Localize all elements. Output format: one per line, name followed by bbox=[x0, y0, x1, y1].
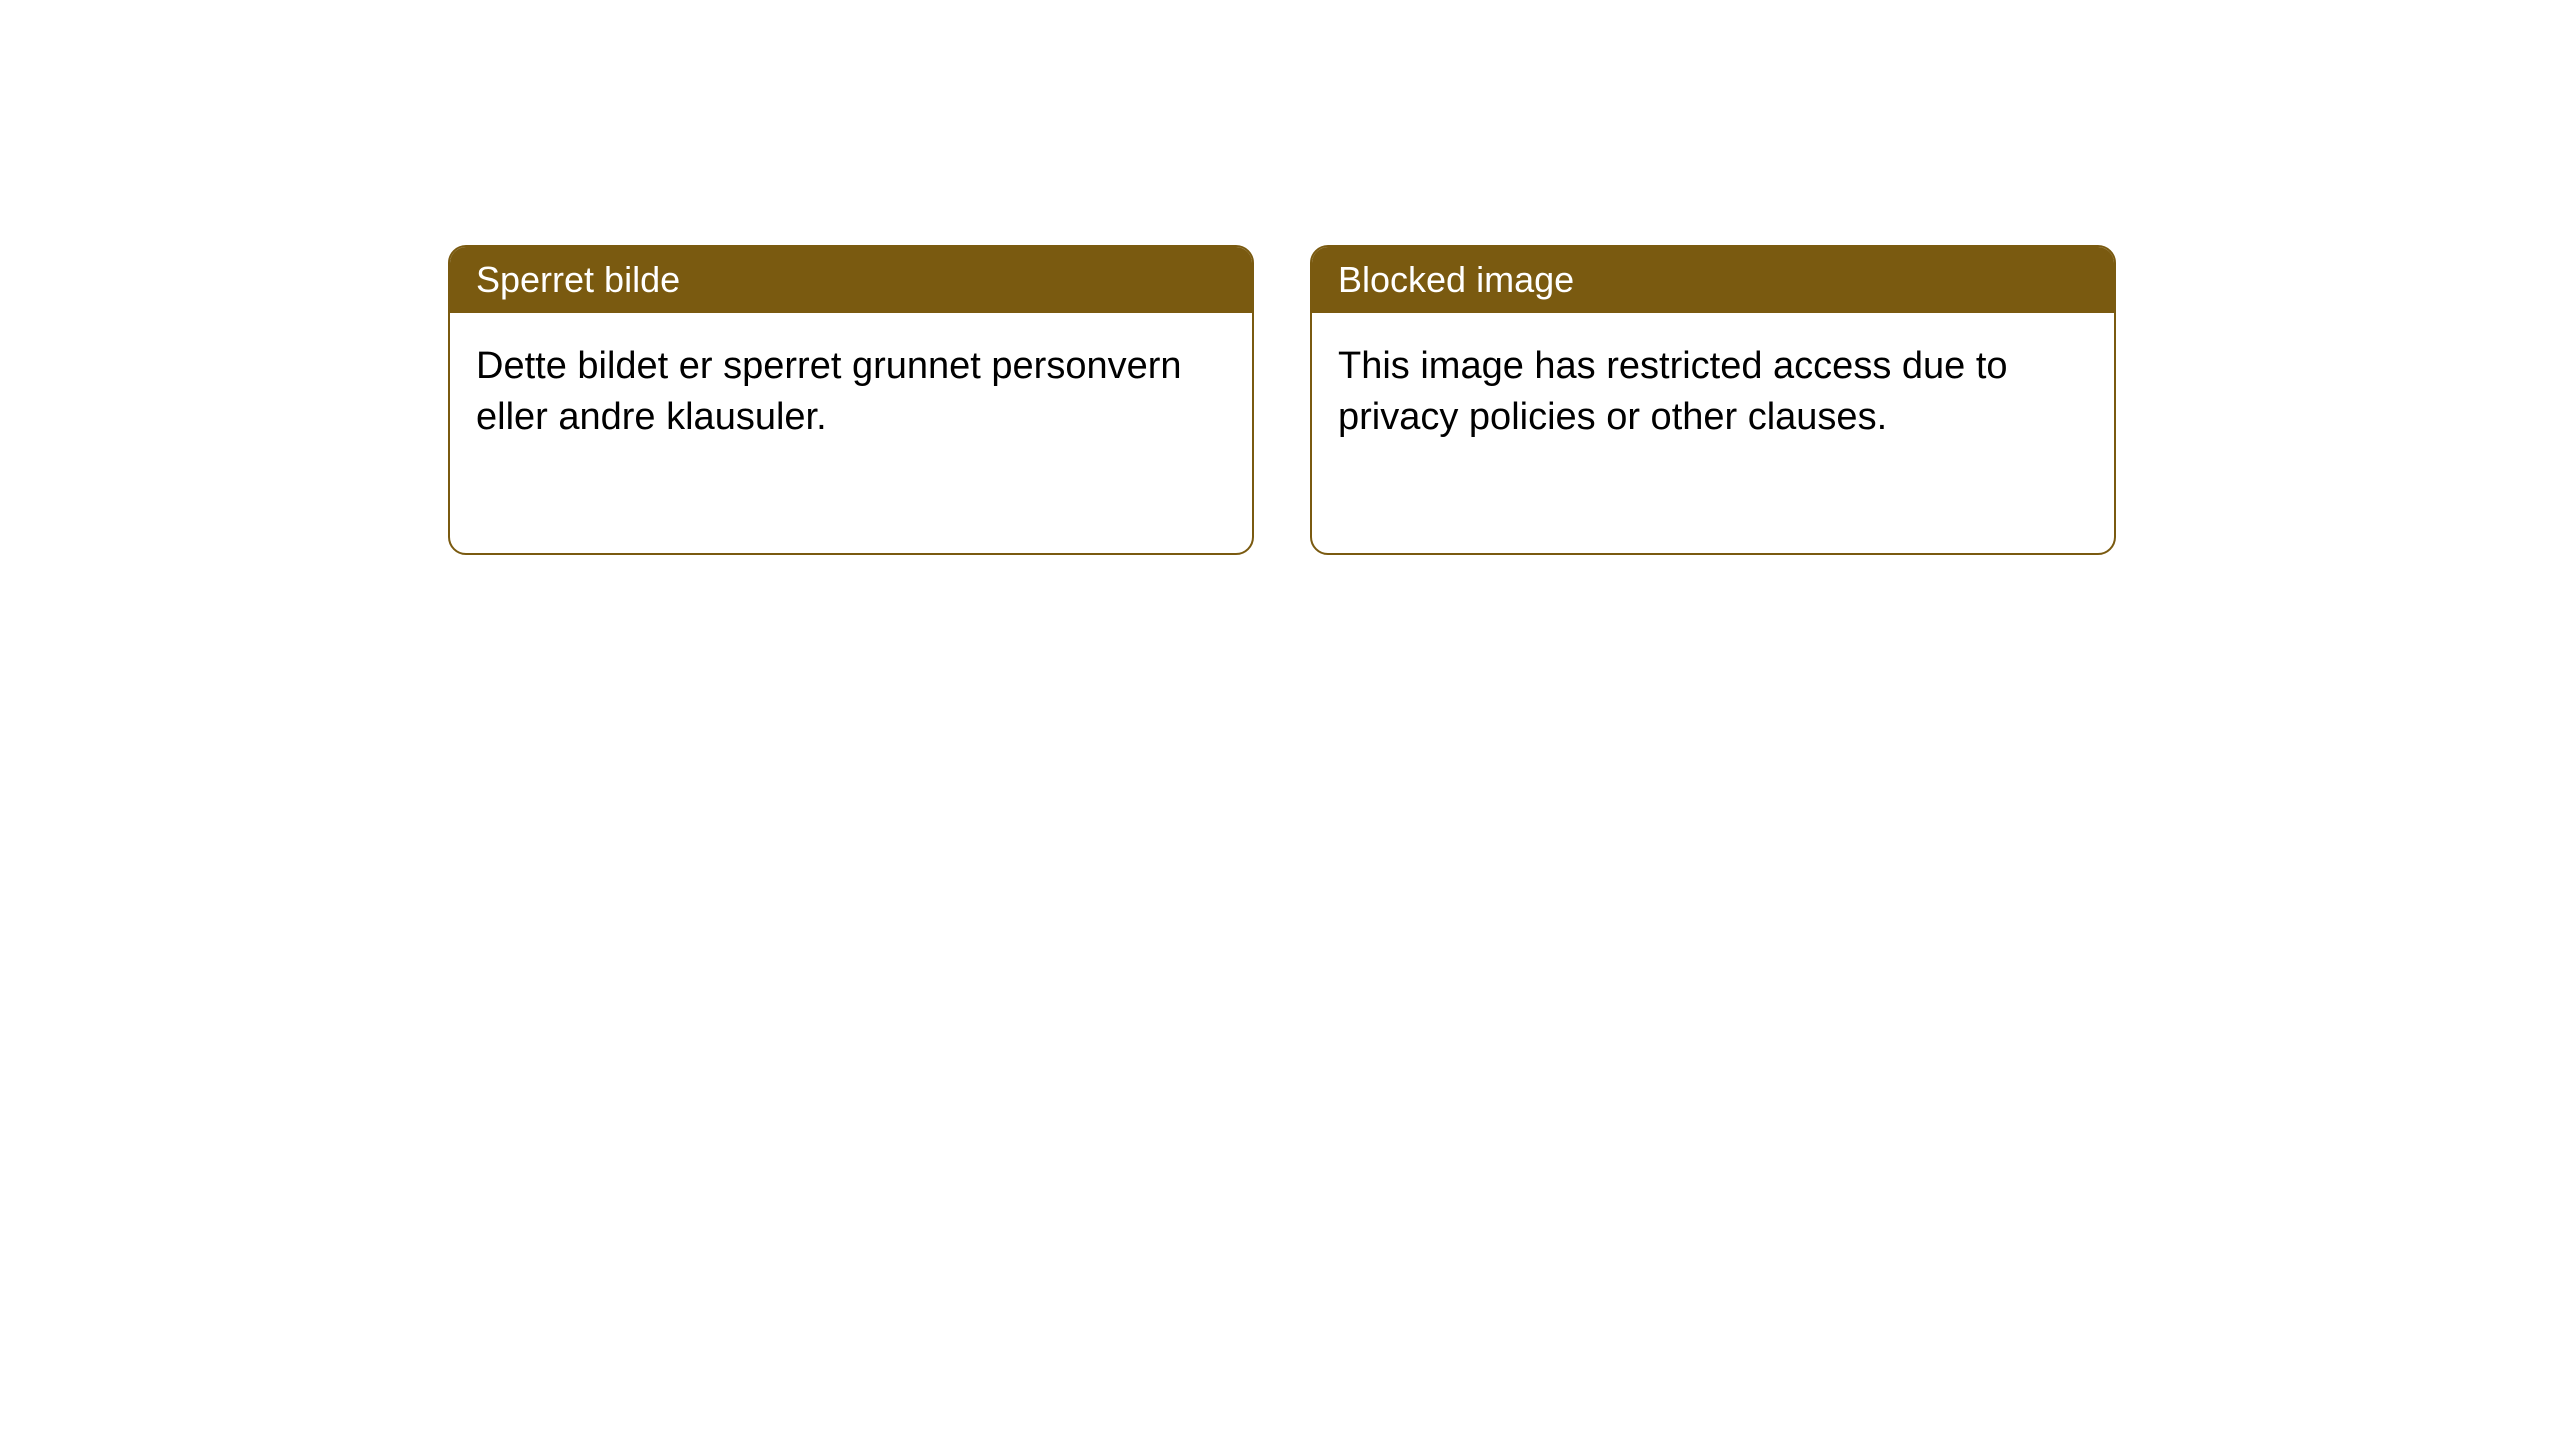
notice-body: Dette bildet er sperret grunnet personve… bbox=[450, 313, 1252, 553]
notice-title: Blocked image bbox=[1338, 259, 1574, 300]
notice-body: This image has restricted access due to … bbox=[1312, 313, 2114, 553]
notice-message: This image has restricted access due to … bbox=[1338, 345, 2008, 438]
notice-message: Dette bildet er sperret grunnet personve… bbox=[476, 345, 1182, 438]
notice-title: Sperret bilde bbox=[476, 259, 680, 300]
notice-header: Blocked image bbox=[1312, 247, 2114, 313]
notices-container: Sperret bilde Dette bildet er sperret gr… bbox=[448, 245, 2116, 555]
notice-header: Sperret bilde bbox=[450, 247, 1252, 313]
notice-box-norwegian: Sperret bilde Dette bildet er sperret gr… bbox=[448, 245, 1254, 555]
notice-box-english: Blocked image This image has restricted … bbox=[1310, 245, 2116, 555]
